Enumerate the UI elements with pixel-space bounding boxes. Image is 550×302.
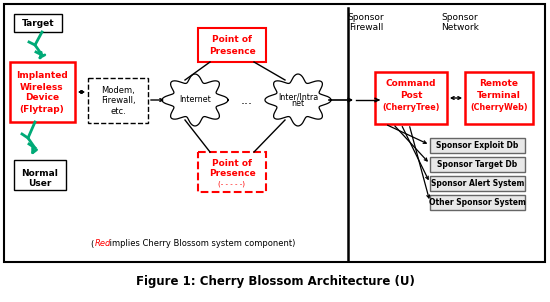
Text: (CherryWeb): (CherryWeb) bbox=[470, 102, 528, 111]
Bar bbox=[10, 62, 75, 122]
Bar bbox=[430, 138, 525, 153]
Text: Network: Network bbox=[441, 24, 479, 33]
Text: implies Cherry Blossom system component): implies Cherry Blossom system component) bbox=[107, 239, 295, 249]
Polygon shape bbox=[162, 74, 228, 126]
Bar bbox=[14, 14, 62, 32]
Bar bbox=[198, 152, 266, 192]
Text: Figure 1: Cherry Blossom Architecture (U): Figure 1: Cherry Blossom Architecture (U… bbox=[135, 275, 415, 288]
Text: Target: Target bbox=[21, 18, 54, 27]
Text: Wireless: Wireless bbox=[20, 82, 64, 92]
Bar bbox=[465, 72, 533, 124]
Text: Command: Command bbox=[386, 79, 436, 88]
Text: (: ( bbox=[90, 239, 94, 249]
Text: Post: Post bbox=[400, 91, 422, 99]
Text: Red: Red bbox=[95, 239, 111, 249]
Text: (CherryTree): (CherryTree) bbox=[382, 102, 440, 111]
Text: Presence: Presence bbox=[208, 47, 255, 56]
Text: Modem,: Modem, bbox=[101, 86, 135, 95]
Bar bbox=[198, 28, 266, 62]
Text: net: net bbox=[292, 99, 305, 108]
Text: Sponsor Target Db: Sponsor Target Db bbox=[437, 160, 518, 169]
Text: Sponsor: Sponsor bbox=[348, 14, 384, 23]
Text: Point of: Point of bbox=[212, 159, 252, 168]
Bar bbox=[4, 4, 545, 262]
Text: Remote: Remote bbox=[480, 79, 519, 88]
Text: Firewall: Firewall bbox=[349, 24, 383, 33]
Text: Internet: Internet bbox=[179, 95, 211, 104]
Text: Firewall,: Firewall, bbox=[101, 97, 135, 105]
Text: (Flytrap): (Flytrap) bbox=[20, 104, 64, 114]
Text: (- - - - -): (- - - - -) bbox=[218, 181, 245, 187]
Text: Sponsor Alert System: Sponsor Alert System bbox=[431, 179, 524, 188]
Text: Sponsor Exploit Db: Sponsor Exploit Db bbox=[436, 141, 519, 150]
Text: Device: Device bbox=[25, 94, 59, 102]
Text: User: User bbox=[28, 178, 52, 188]
Bar bbox=[430, 157, 525, 172]
Bar bbox=[375, 72, 447, 124]
Text: Presence: Presence bbox=[208, 169, 255, 178]
Text: Other Sponsor System: Other Sponsor System bbox=[429, 198, 526, 207]
Text: Inter/Intra: Inter/Intra bbox=[278, 92, 318, 101]
Text: Point of: Point of bbox=[212, 36, 252, 44]
Text: ...: ... bbox=[241, 94, 253, 107]
Text: Normal: Normal bbox=[21, 169, 58, 178]
Text: Sponsor: Sponsor bbox=[442, 14, 478, 23]
Bar bbox=[430, 176, 525, 191]
Text: Terminal: Terminal bbox=[477, 91, 521, 99]
Bar bbox=[14, 160, 66, 190]
Bar bbox=[88, 78, 148, 123]
Polygon shape bbox=[265, 74, 331, 126]
Text: etc.: etc. bbox=[110, 107, 126, 115]
Text: Implanted: Implanted bbox=[16, 72, 68, 81]
Bar bbox=[430, 195, 525, 210]
